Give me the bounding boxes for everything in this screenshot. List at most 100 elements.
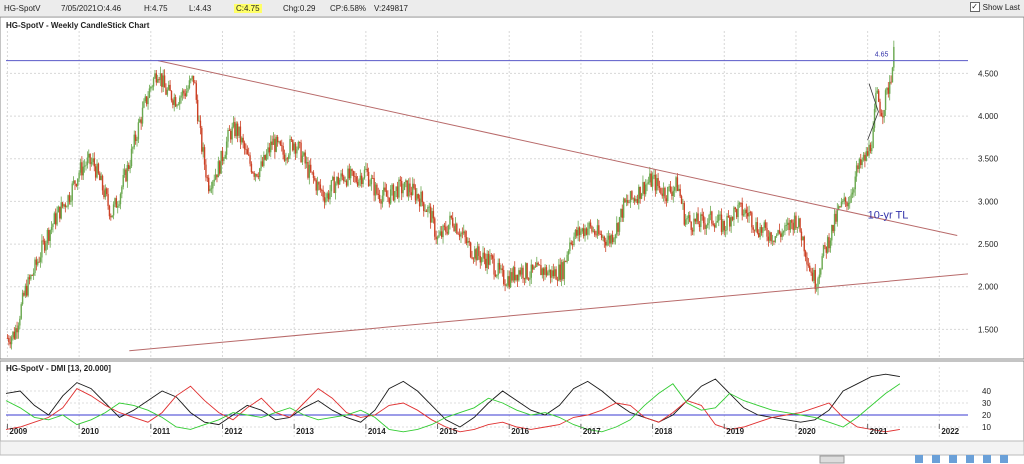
scroll-thumb-icon[interactable] [819,455,845,464]
candle-body [423,202,425,212]
candle-body [497,262,499,276]
candle-body [174,97,177,107]
checkbox-icon[interactable]: ✓ [969,2,980,12]
candle-body [254,174,257,177]
candle-body [137,122,140,140]
candle-body [85,164,87,166]
candle-body [578,227,581,235]
candle-body [752,227,754,230]
candle-body [190,78,192,81]
candle-body [509,272,512,288]
candle-body [567,250,570,255]
candle-body [460,232,462,237]
candle-body [330,180,333,192]
candle-body [598,225,600,234]
candle-body [26,285,28,296]
candle-body [30,275,32,280]
print-icon[interactable] [983,455,991,463]
candle-body [603,236,606,242]
candle-body [119,193,122,205]
settings-icon[interactable] [966,455,974,463]
candle-body [333,176,335,193]
candle-body [206,177,209,179]
candle-body [443,225,446,227]
candle-body [410,192,413,196]
candle-body [664,187,666,199]
candle-body [469,242,472,257]
candle-body [817,278,819,289]
candle-body [791,220,793,223]
candle-body [857,165,859,170]
candle-body [94,166,97,178]
candle-body [844,197,847,202]
candle-body [347,168,349,186]
price-tick-label: 2.500 [978,240,999,249]
dmi-series-line [5,383,901,433]
candle-body [66,206,68,208]
candle-body [519,270,521,275]
candle-body [824,245,826,247]
candle-body [9,341,11,345]
candle-body [449,215,451,225]
candle-body [807,264,810,266]
candle-body [380,200,382,204]
candle-body [457,233,459,235]
export-icon[interactable] [1000,455,1008,463]
candle-body [387,196,389,198]
candle-body [599,233,601,235]
candle-body [764,222,767,228]
close-value: C:4.75 [234,4,262,13]
candle-body [314,177,316,181]
candle-body [498,262,501,270]
candle-body [82,166,84,176]
candle-body [323,197,326,203]
candle-body [687,215,690,219]
low-value: L:4.43 [189,4,212,13]
candle-body [478,246,480,256]
candle-body [672,190,674,197]
candle-body [327,193,330,200]
candle-body [570,242,572,245]
candle-body [767,236,770,241]
candle-body [500,268,502,270]
candle-body [412,183,414,196]
trendline-label: 10-yr TL [868,209,909,221]
candle-body [438,235,440,238]
volume-value: V:249817 [374,4,408,13]
candle-body [406,180,408,197]
candle-body [538,264,541,266]
candle-body [378,194,381,201]
candle-body [680,196,683,204]
x-tick-label: 2020 [798,427,816,436]
candle-body [344,180,346,182]
candle-body [759,227,761,238]
candle-body [747,212,749,217]
candle-body [869,144,872,152]
pan-icon[interactable] [949,455,957,463]
candle-body [57,206,60,213]
candle-body [833,213,836,232]
candle-body [260,161,262,169]
candle-body [610,234,612,244]
zoom-in-icon[interactable] [915,455,923,463]
candle-body [617,223,619,232]
candle-body [751,212,753,228]
candle-body [89,153,91,165]
candle-body [733,207,735,220]
candle-body [403,182,406,190]
show-last-toggle[interactable]: ✓ Show Last [969,2,1020,12]
zoom-out-icon[interactable] [932,455,940,463]
candle-body [530,264,532,278]
candle-body [315,180,317,191]
candle-body [214,174,217,180]
candle-body [773,240,775,242]
candle-body [421,191,424,203]
candle-body [348,168,351,179]
trendlines [6,60,969,352]
candle-body [122,174,124,187]
candle-body [620,208,622,218]
candle-body [216,174,218,178]
candle-body [861,159,863,165]
candle-body [128,164,130,169]
candle-body [879,101,881,113]
